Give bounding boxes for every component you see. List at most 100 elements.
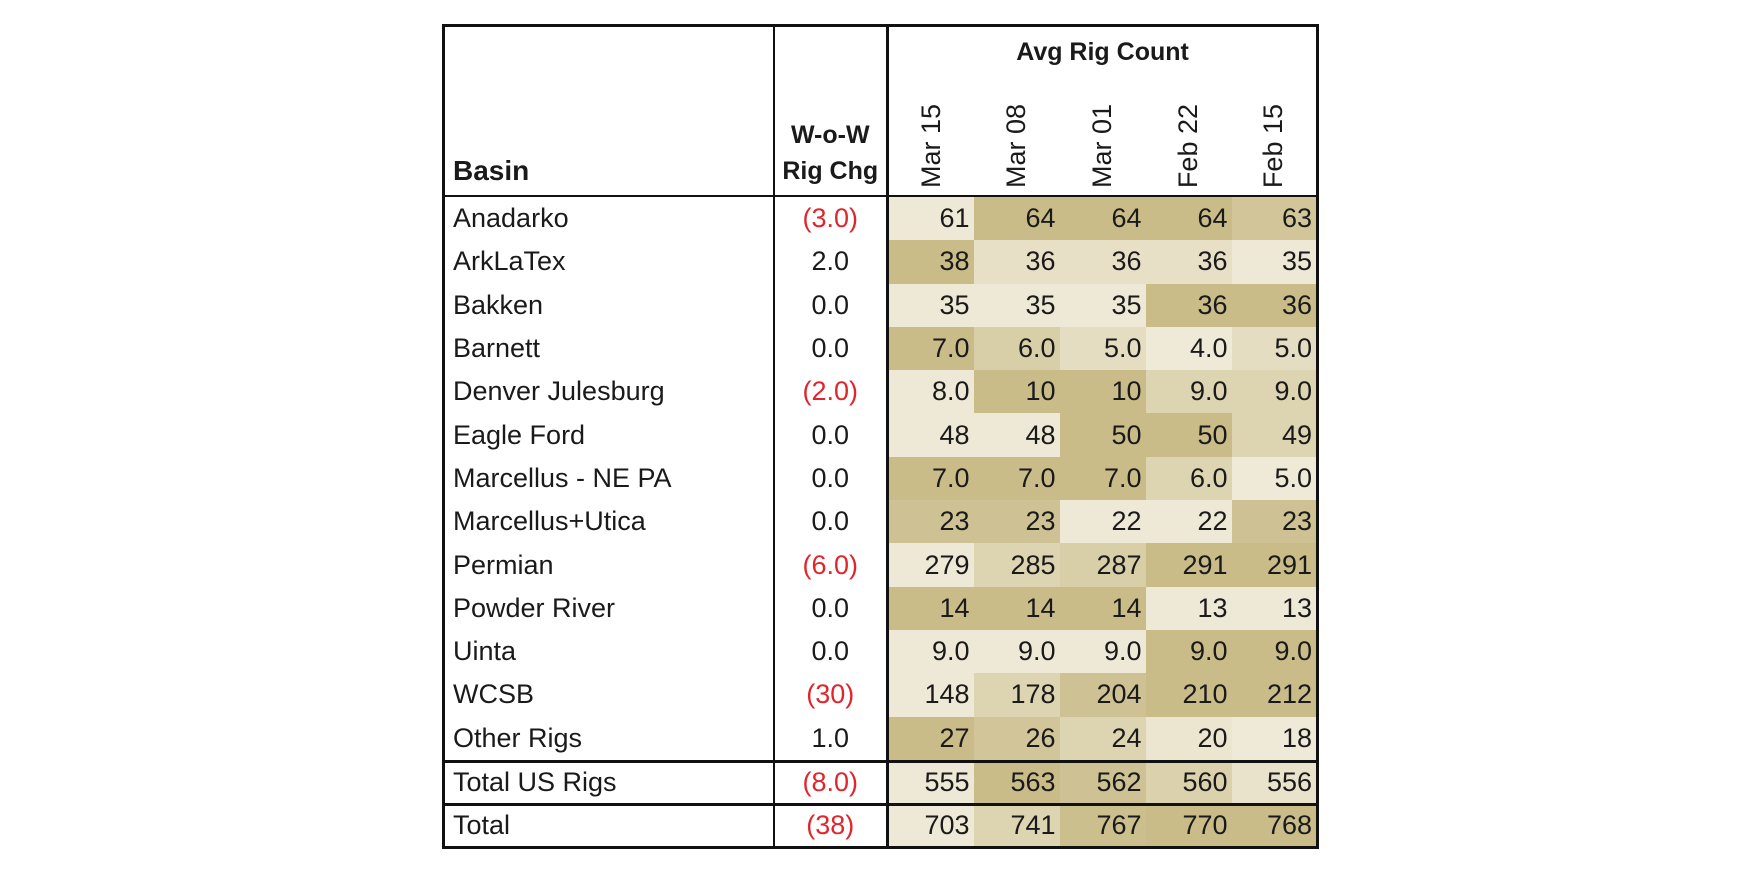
- rig-count-cell: 6.0: [973, 326, 1060, 371]
- rig-count-cell: 767: [1059, 802, 1146, 849]
- table-row: Powder River 0.0 14 14 14 13 13: [442, 586, 1320, 630]
- rig-count-cell: 562: [1059, 759, 1146, 805]
- rig-count-cell: 6.0: [1145, 456, 1232, 501]
- basin-name: Eagle Ford: [442, 413, 774, 457]
- rig-count-cell: 9.0: [1145, 370, 1232, 414]
- rig-count-cell: 10: [1059, 370, 1146, 414]
- basin-name: Total US Rigs: [442, 759, 774, 805]
- basin-header: Basin: [442, 24, 774, 197]
- summary-row: Total (38) 703 741 767 770 768: [442, 802, 1320, 849]
- basin-name: Denver Julesburg: [442, 370, 774, 414]
- wow-change-value: 0.0: [772, 500, 889, 544]
- basin-name: Other Rigs: [442, 716, 774, 762]
- table-row: Marcellus+Utica 0.0 23 23 22 22 23: [442, 500, 1320, 544]
- rig-count-cell: 9.0: [887, 629, 974, 674]
- date-header: Mar 15: [887, 77, 974, 197]
- summary-rows: Total US Rigs (8.0) 555 563 562 560 556 Total (3…: [442, 759, 1320, 849]
- rig-count-cell: 63: [1231, 196, 1320, 241]
- rig-count-cell: 703: [887, 802, 974, 849]
- rig-count-cell: 23: [1231, 500, 1320, 544]
- date-header-label: Feb 22: [1173, 103, 1203, 188]
- wow-change-value: (8.0): [772, 759, 889, 805]
- rig-count-cell: 36: [1231, 283, 1320, 327]
- wow-change-header-line1: W-o-W: [790, 121, 870, 149]
- date-header: Mar 08: [973, 77, 1060, 197]
- basin-name: ArkLaTex: [442, 240, 774, 284]
- wow-change-header: W-o-W Rig Chg: [772, 24, 889, 197]
- rig-count-cell: 35: [887, 283, 974, 327]
- table-row: Denver Julesburg (2.0) 8.0 10 10 9.0 9.0: [442, 370, 1320, 414]
- table-row: Eagle Ford 0.0 48 48 50 50 49: [442, 413, 1320, 457]
- rig-count-cell: 210: [1145, 673, 1232, 717]
- rig-count-cell: 14: [1059, 586, 1146, 630]
- basin-name: Barnett: [442, 326, 774, 371]
- table-row: Bakken 0.0 35 35 35 36 36: [442, 283, 1320, 327]
- rig-count-cell: 36: [1059, 240, 1146, 284]
- wow-change-value: (38): [772, 802, 889, 849]
- wow-change-value: 0.0: [772, 413, 889, 457]
- table-row: Marcellus - NE PA 0.0 7.0 7.0 7.0 6.0 5.0: [442, 456, 1320, 501]
- rig-count-cell: 48: [887, 413, 974, 457]
- wow-change-value: 0.0: [772, 326, 889, 371]
- rig-count-cell: 38: [887, 240, 974, 284]
- date-header-label: Feb 15: [1258, 103, 1289, 188]
- date-header-label: Mar 08: [1001, 103, 1031, 188]
- rig-count-cell: 178: [973, 673, 1060, 717]
- rig-count-cell: 13: [1231, 586, 1320, 630]
- rig-count-cell: 20: [1145, 716, 1232, 762]
- rig-count-cell: 8.0: [887, 370, 974, 414]
- rig-count-cell: 64: [973, 196, 1060, 241]
- rig-count-cell: 556: [1231, 759, 1320, 805]
- rig-count-cell: 287: [1059, 543, 1146, 587]
- rig-count-cell: 36: [1145, 283, 1232, 327]
- rig-count-cell: 560: [1145, 759, 1232, 805]
- table-row: Uinta 0.0 9.0 9.0 9.0 9.0 9.0: [442, 629, 1320, 674]
- rig-count-cell: 22: [1059, 500, 1146, 544]
- rig-count-cell: 35: [973, 283, 1060, 327]
- basin-name: Marcellus - NE PA: [442, 456, 774, 501]
- rig-count-cell: 10: [973, 370, 1060, 414]
- date-header: Feb 15: [1231, 77, 1320, 197]
- rig-count-cell: 7.0: [973, 456, 1060, 501]
- rig-count-cell: 9.0: [1145, 629, 1232, 674]
- rig-count-cell: 555: [887, 759, 974, 805]
- rig-count-cell: 5.0: [1059, 326, 1146, 371]
- rig-count-cell: 14: [887, 586, 974, 630]
- basin-name: Bakken: [442, 283, 774, 327]
- table-row: WCSB (30) 148 178 204 210 212: [442, 673, 1320, 717]
- wow-change-value: (3.0): [772, 196, 889, 241]
- rig-count-cell: 35: [1231, 240, 1320, 284]
- rig-count-cell: 50: [1059, 413, 1146, 457]
- rig-count-cell: 23: [973, 500, 1060, 544]
- rig-count-cell: 563: [973, 759, 1060, 805]
- rig-count-cell: 5.0: [1231, 326, 1320, 371]
- rig-count-cell: 35: [1059, 283, 1146, 327]
- basin-name: Permian: [442, 543, 774, 587]
- table-row: Barnett 0.0 7.0 6.0 5.0 4.0 5.0: [442, 326, 1320, 371]
- table-row: Permian (6.0) 279 285 287 291 291: [442, 543, 1320, 587]
- rig-count-cell: 212: [1231, 673, 1320, 717]
- rig-count-cell: 61: [887, 196, 974, 241]
- rig-count-cell: 204: [1059, 673, 1146, 717]
- rig-count-cell: 9.0: [1059, 629, 1146, 674]
- basin-name: Anadarko: [442, 196, 774, 241]
- wow-change-value: (6.0): [772, 543, 889, 587]
- rig-count-cell: 9.0: [1231, 370, 1320, 414]
- summary-row: Total US Rigs (8.0) 555 563 562 560 556: [442, 759, 1320, 805]
- rig-count-cell: 4.0: [1145, 326, 1232, 371]
- rig-count-cell: 64: [1059, 196, 1146, 241]
- rig-count-cell: 24: [1059, 716, 1146, 762]
- wow-change-value: (2.0): [772, 370, 889, 414]
- basin-name: Powder River: [442, 586, 774, 630]
- date-header: Feb 22: [1145, 77, 1232, 197]
- wow-change-value: 0.0: [772, 456, 889, 501]
- rig-count-table: Basin W-o-W Rig Chg Avg Rig Count Mar 15…: [442, 24, 1320, 849]
- basin-name: WCSB: [442, 673, 774, 717]
- rig-count-cell: 741: [973, 802, 1060, 849]
- date-header-label: Mar 01: [1087, 103, 1117, 188]
- rig-count-cell: 285: [973, 543, 1060, 587]
- wow-change-value: 1.0: [772, 716, 889, 762]
- rig-count-cell: 48: [973, 413, 1060, 457]
- rig-count-cell: 50: [1145, 413, 1232, 457]
- basin-name: Total: [442, 802, 774, 849]
